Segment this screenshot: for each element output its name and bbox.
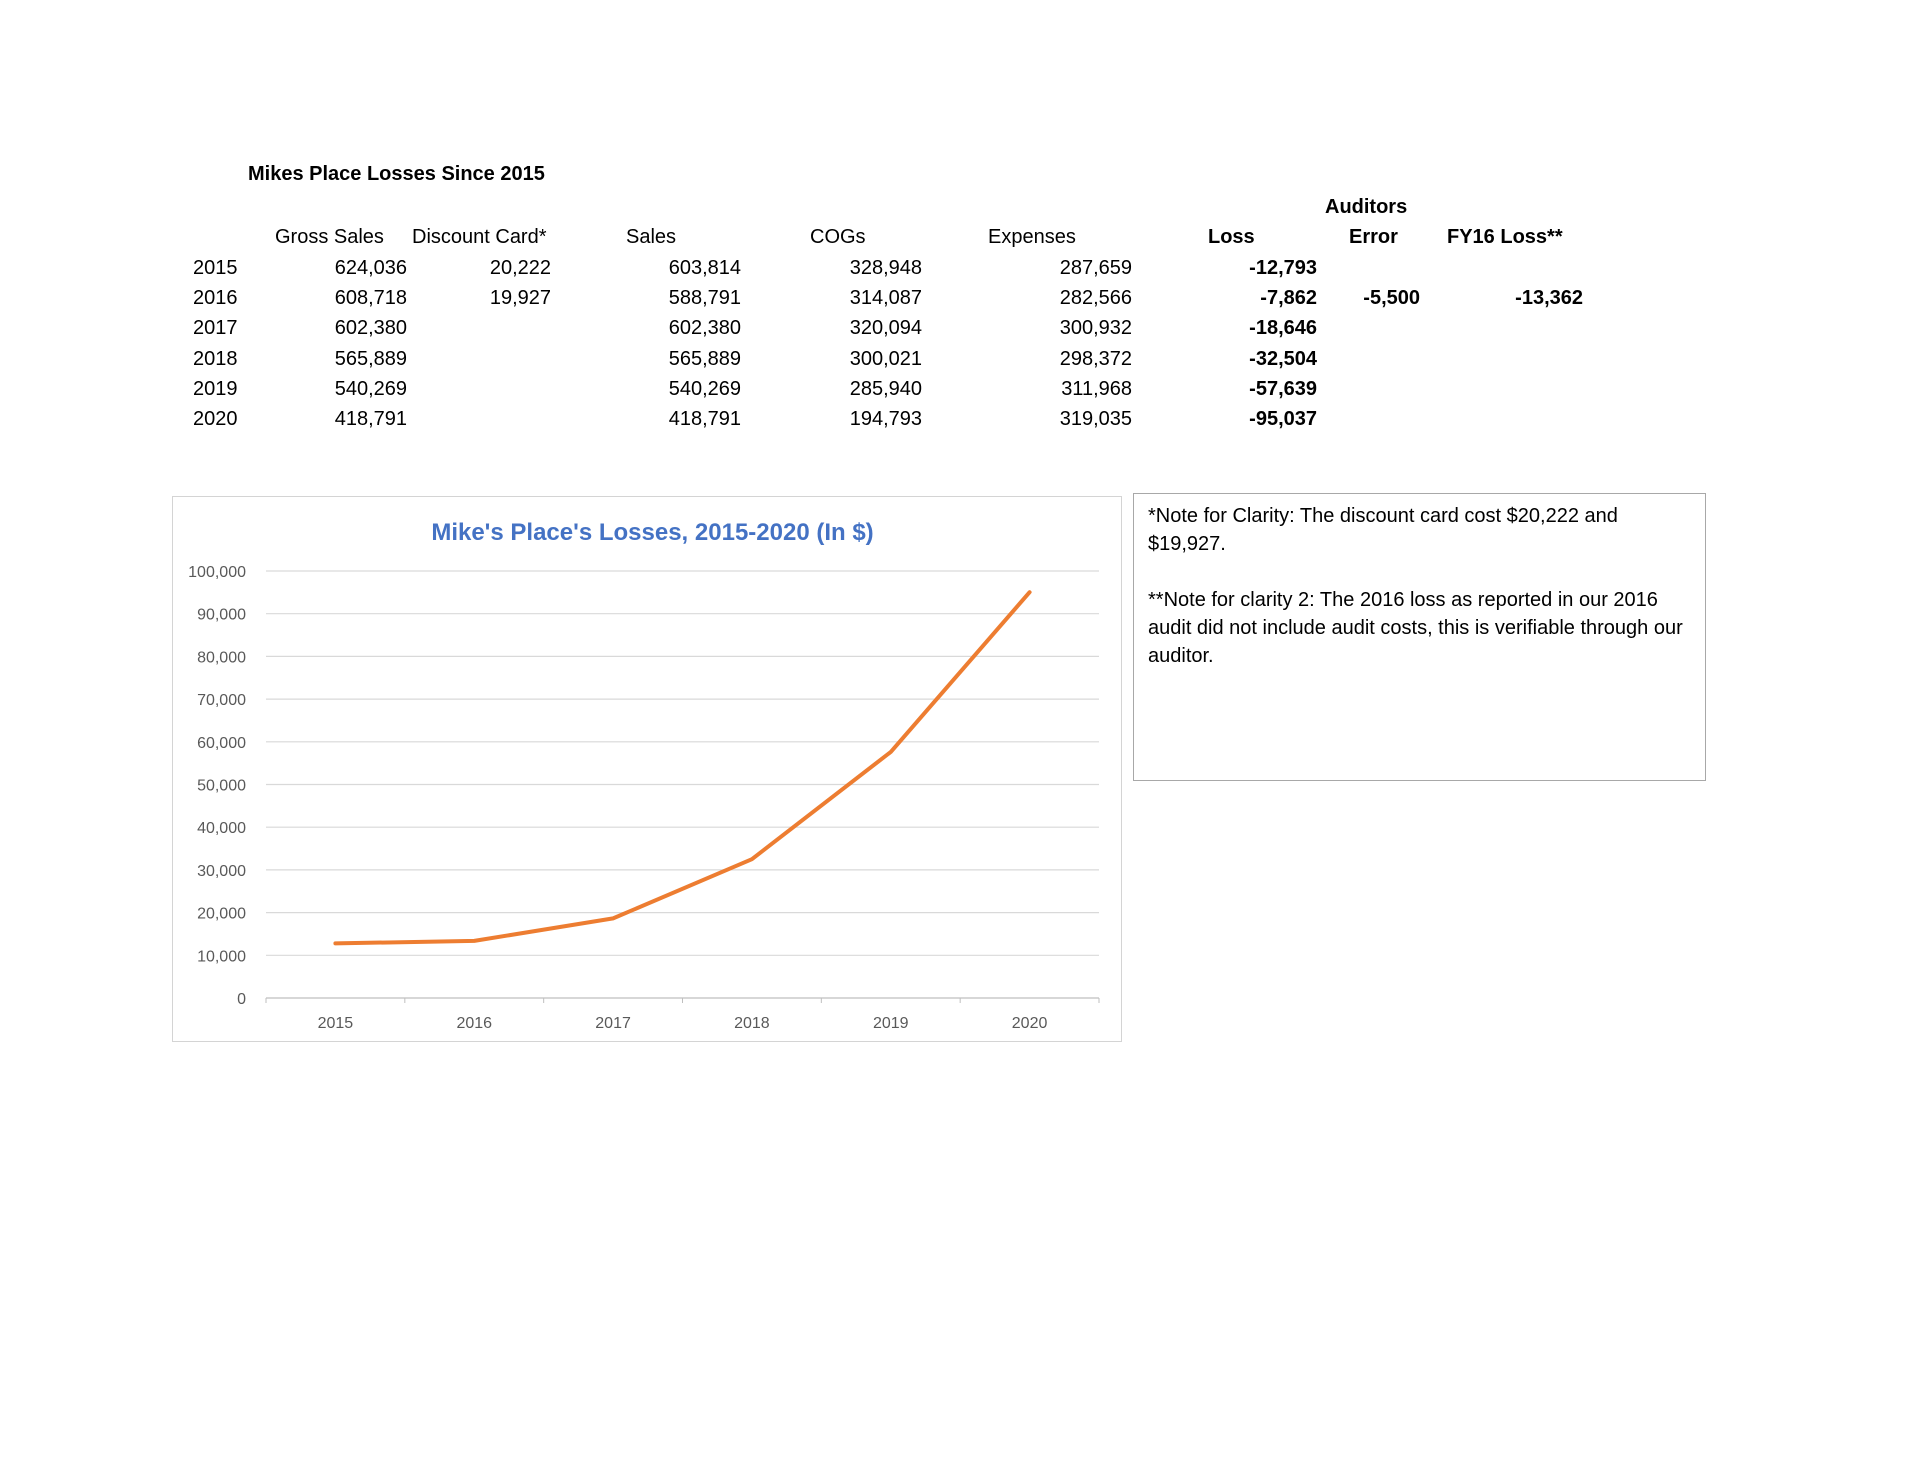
x-tick-label-2020: 2020 — [1012, 1015, 1048, 1032]
cell-error-2016: -5,500 — [1363, 287, 1420, 309]
cell-sales-2020: 418,791 — [668, 408, 741, 430]
x-tick-label-2016: 2016 — [456, 1015, 492, 1032]
cell-sales-2016: 588,791 — [668, 287, 741, 309]
y-tick-label-90000: 90,000 — [197, 607, 246, 624]
cell-sales-2017: 602,380 — [668, 317, 741, 339]
cell-year-2017: 2017 — [193, 317, 238, 339]
cell-loss-2017: -18,646 — [1249, 317, 1317, 339]
cell-loss-2015: -12,793 — [1249, 257, 1317, 279]
header-gross-sales: Gross Sales — [275, 226, 384, 248]
y-tick-label-60000: 60,000 — [197, 735, 246, 752]
cell-sales-2015: 603,814 — [668, 257, 741, 279]
cell-expenses-2020: 319,035 — [1059, 408, 1132, 430]
y-tick-label-50000: 50,000 — [197, 778, 246, 795]
x-tick-label-2017: 2017 — [595, 1015, 631, 1032]
notes-box: *Note for Clarity: The discount card cos… — [1133, 493, 1706, 781]
loss-chart-svg: Mike's Place's Losses, 2015-2020 (In $) 0… — [188, 519, 1100, 1032]
y-tick-label-80000: 80,000 — [197, 649, 246, 666]
y-tick-label-100000: 100,000 — [188, 564, 246, 581]
cell-expenses-2018: 298,372 — [1059, 348, 1132, 370]
cell-year-2020: 2020 — [193, 408, 238, 430]
cell-cogs-2020: 194,793 — [849, 408, 922, 430]
header-error: Error — [1349, 226, 1398, 248]
y-tick-label-30000: 30,000 — [197, 863, 246, 880]
cell-gross-sales-2019: 540,269 — [334, 378, 407, 400]
cell-sales-2019: 540,269 — [668, 378, 741, 400]
header-fy16: FY16 Loss** — [1447, 226, 1563, 248]
cell-sales-2018: 565,889 — [668, 348, 741, 370]
cell-fy16-2016: -13,362 — [1515, 287, 1583, 309]
sheet-title: Mikes Place Losses Since 2015 — [248, 163, 545, 185]
header-auditors: Auditors — [1325, 196, 1408, 218]
header-expenses: Expenses — [988, 226, 1076, 248]
cell-year-2018: 2018 — [193, 348, 238, 370]
x-tick-label-2015: 2015 — [318, 1015, 354, 1032]
cell-cogs-2018: 300,021 — [849, 348, 922, 370]
cell-year-2016: 2016 — [193, 287, 238, 309]
cell-gross-sales-2018: 565,889 — [334, 348, 407, 370]
y-tick-label-40000: 40,000 — [197, 820, 246, 837]
cell-expenses-2016: 282,566 — [1059, 287, 1132, 309]
x-tick-label-2019: 2019 — [873, 1015, 909, 1032]
cell-gross-sales-2020: 418,791 — [334, 408, 407, 430]
series-line-0 — [333, 590, 1032, 946]
y-tick-label-10000: 10,000 — [197, 948, 246, 965]
header-cogs: COGs — [810, 226, 866, 248]
cell-discount-card-2015: 20,222 — [489, 257, 551, 279]
cell-cogs-2015: 328,948 — [849, 257, 922, 279]
cell-loss-2016: -7,862 — [1260, 287, 1317, 309]
cell-loss-2019: -57,639 — [1249, 378, 1317, 400]
cell-expenses-2017: 300,932 — [1059, 317, 1132, 339]
y-tick-label-70000: 70,000 — [197, 692, 246, 709]
y-tick-label-20000: 20,000 — [197, 906, 246, 923]
cell-cogs-2016: 314,087 — [849, 287, 922, 309]
cell-cogs-2019: 285,940 — [849, 378, 922, 400]
cell-expenses-2015: 287,659 — [1059, 257, 1132, 279]
cell-expenses-2019: 311,968 — [1061, 378, 1132, 400]
cell-gross-sales-2016: 608,718 — [334, 287, 407, 309]
x-tick-label-2018: 2018 — [734, 1015, 770, 1032]
cell-loss-2020: -95,037 — [1249, 408, 1317, 430]
y-tick-label-0: 0 — [237, 991, 246, 1008]
cell-gross-sales-2017: 602,380 — [334, 317, 407, 339]
header-sales: Sales — [626, 226, 677, 248]
cell-cogs-2017: 320,094 — [849, 317, 922, 339]
cell-year-2019: 2019 — [193, 378, 238, 400]
cell-discount-card-2016: 19,927 — [489, 287, 551, 309]
header-loss: Loss — [1208, 226, 1255, 248]
chart-title: Mike's Place's Losses, 2015-2020 (In $) — [431, 519, 873, 546]
cell-year-2015: 2015 — [193, 257, 238, 279]
cell-loss-2018: -32,504 — [1249, 348, 1317, 370]
loss-chart: Mike's Place's Losses, 2015-2020 (In $) 0… — [172, 496, 1122, 1042]
note-fy16-loss: **Note for clarity 2: The 2016 loss as r… — [1148, 589, 1683, 667]
note-discount-card: *Note for Clarity: The discount card cos… — [1148, 505, 1618, 555]
header-discount-card: Discount Card* — [412, 226, 547, 248]
cell-gross-sales-2015: 624,036 — [334, 257, 407, 279]
